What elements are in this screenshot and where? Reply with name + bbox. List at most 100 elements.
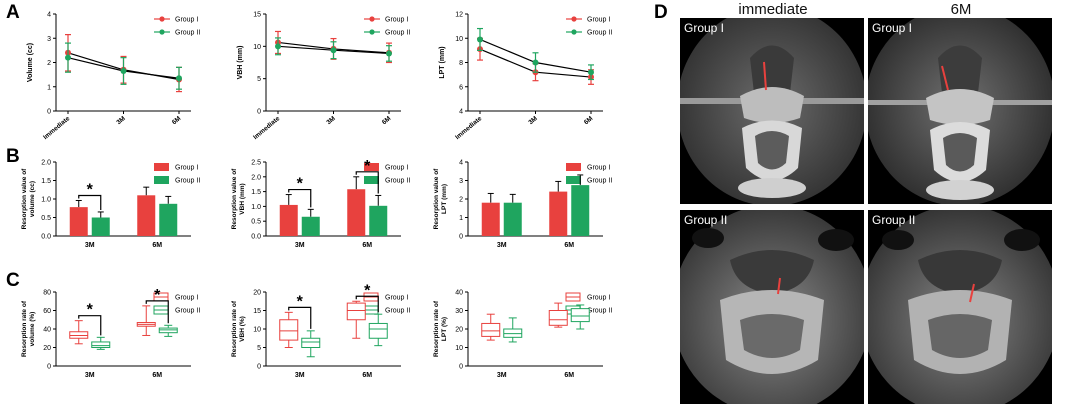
significance-bracket xyxy=(355,171,379,194)
y-tick-label: 1.5 xyxy=(41,178,51,185)
x-tick-label: 6M xyxy=(362,372,372,379)
y-tick-label: 2 xyxy=(459,197,463,204)
y-axis-label: Volume (cc) xyxy=(27,43,34,82)
y-tick-label: 0 xyxy=(257,364,261,371)
panel-letter-d: D xyxy=(654,2,668,23)
chart-A2: 0 5 10 15 VBH (mm) Group I Group II Immediate 3M… xyxy=(237,12,410,142)
legend-label: Group II xyxy=(587,178,612,185)
bar xyxy=(91,217,110,236)
legend-swatch xyxy=(154,163,169,171)
y-tick-label: 0.5 xyxy=(41,215,51,222)
panel-letter-a: A xyxy=(6,2,20,23)
x-tick-label: 6M xyxy=(564,372,574,379)
y-tick-label: 1 xyxy=(459,215,463,222)
y-tick-label: 2.0 xyxy=(251,174,261,181)
y-tick-label: 2.5 xyxy=(251,160,261,167)
chart-B3: 0 1 2 3 4 Resorption value of LPT (mm) Group I G… xyxy=(433,160,612,250)
y-tick-label: 1 xyxy=(47,84,51,91)
data-point xyxy=(65,54,71,61)
x-tick-label: 3M xyxy=(527,115,538,126)
y-tick-label: 15 xyxy=(253,12,261,19)
x-tick-label: 6M xyxy=(583,115,594,126)
y-tick-label: 1.0 xyxy=(41,197,51,204)
legend-label: Group II xyxy=(385,30,410,37)
y-tick-label: 0 xyxy=(47,109,51,116)
significance-bracket xyxy=(288,306,312,329)
x-tick-label: 6M xyxy=(152,372,162,379)
ct-image-group2-immediate: Group II xyxy=(680,210,864,404)
ct-label: Group II xyxy=(872,213,916,227)
significance-marker: * xyxy=(87,302,94,319)
y-tick-label: 40 xyxy=(43,327,51,334)
data-point xyxy=(120,67,127,74)
y-axis-label: VBH (%) xyxy=(239,316,246,342)
y-tick-label: 4 xyxy=(459,160,463,167)
significance-marker: * xyxy=(364,158,371,175)
y-tick-label: 0 xyxy=(257,109,261,116)
box xyxy=(548,310,568,326)
y-tick-label: 4 xyxy=(459,109,463,116)
significance-marker: * xyxy=(297,176,304,193)
significance-bracket xyxy=(288,188,312,208)
y-tick-label: 5 xyxy=(257,76,261,83)
panel-letter-c: C xyxy=(6,270,20,291)
y-tick-label: 20 xyxy=(455,327,463,334)
significance-marker: * xyxy=(154,287,161,304)
legend-swatch xyxy=(364,176,379,184)
ct-image-group1-6m: Group I xyxy=(868,18,1052,204)
y-tick-label: 0.0 xyxy=(41,234,51,241)
legend-swatch xyxy=(566,163,581,171)
ct-panel: immediate 6M Group I xyxy=(672,0,1062,407)
y-tick-label: 6 xyxy=(459,84,463,91)
legend-label: Group II xyxy=(175,308,200,315)
box xyxy=(570,308,590,323)
y-tick-label: 4 xyxy=(47,12,51,19)
x-tick-label: 3M xyxy=(497,372,507,379)
legend-label: Group I xyxy=(587,165,610,172)
bar xyxy=(347,189,366,236)
y-tick-label: 12 xyxy=(455,12,463,19)
chart-C2: 0 5 10 15 20 Resorption rate of VBH (%) Group I… xyxy=(231,282,410,379)
significance-marker: * xyxy=(364,282,371,299)
x-tick-label: 3M xyxy=(325,115,336,126)
legend-swatch xyxy=(566,176,581,184)
x-tick-label: 3M xyxy=(85,372,95,379)
legend-label: Group II xyxy=(385,178,410,185)
ct-label: Group II xyxy=(684,213,728,227)
chart-B2: 0.0 0.5 1.0 1.5 2.0 2.5 Resorption value of VBH… xyxy=(231,158,410,249)
significance-marker: * xyxy=(87,181,94,198)
y-tick-label: 10 xyxy=(253,44,261,51)
y-tick-label: 60 xyxy=(43,308,51,315)
x-tick-label: 6M xyxy=(171,115,182,126)
column-label-6m: 6M xyxy=(950,1,972,18)
y-tick-label: 30 xyxy=(455,308,463,315)
x-tick-label: Immediate xyxy=(252,115,281,141)
x-tick-label: 3M xyxy=(115,115,126,126)
legend-label: Group I xyxy=(385,165,408,172)
legend-marker xyxy=(571,29,577,35)
bar xyxy=(301,216,320,236)
box xyxy=(301,337,321,348)
y-tick-label: 80 xyxy=(43,290,51,297)
data-point xyxy=(275,43,281,50)
box xyxy=(368,322,388,339)
y-tick-label: 0.0 xyxy=(251,234,261,241)
x-tick-label: 6M xyxy=(152,242,162,249)
y-tick-label: 10 xyxy=(455,36,463,43)
bar xyxy=(481,202,500,236)
y-axis-label: Resorption rate of xyxy=(433,300,440,357)
legend-marker xyxy=(369,16,375,22)
legend-swatch xyxy=(364,163,379,171)
chart-B1: 0.0 0.5 1.0 1.5 2.0 Resorption value of volume… xyxy=(21,160,200,250)
ct-label: Group I xyxy=(872,21,913,35)
legend-label: Group II xyxy=(175,30,200,37)
y-tick-label: 40 xyxy=(455,290,463,297)
y-tick-label: 2 xyxy=(47,60,51,67)
panel-letter-b: B xyxy=(6,146,20,167)
chart-A3: 4 6 8 10 12 LPT (mm) Group I Group II Immediate 3… xyxy=(439,12,612,142)
y-axis-label: Resorption rate of xyxy=(231,300,238,357)
y-tick-label: 1.0 xyxy=(251,204,261,211)
y-tick-label: 5 xyxy=(257,345,261,352)
y-tick-label: 10 xyxy=(455,345,463,352)
bar xyxy=(369,205,388,236)
